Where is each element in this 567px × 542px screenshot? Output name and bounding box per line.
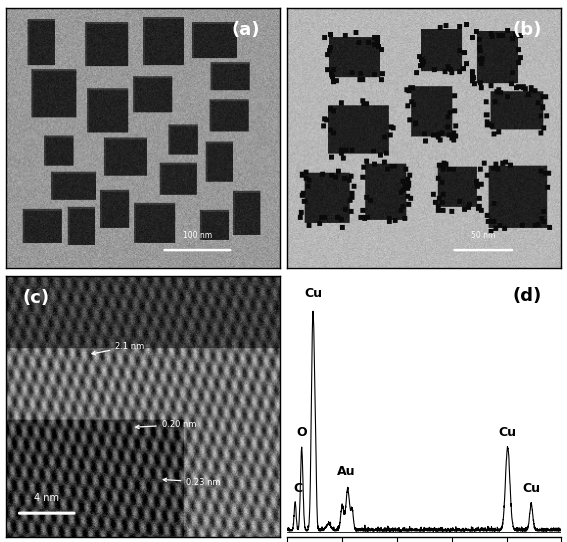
Text: 2.1 nm: 2.1 nm (92, 342, 145, 355)
Text: (b): (b) (513, 21, 542, 39)
Text: Cu: Cu (522, 482, 540, 495)
Text: (a): (a) (232, 21, 260, 39)
Text: 0.20 nm: 0.20 nm (136, 420, 196, 429)
Text: 0.23 nm: 0.23 nm (163, 478, 221, 487)
Text: 100 nm: 100 nm (183, 231, 212, 240)
Text: Au: Au (337, 465, 356, 478)
Text: Cu: Cu (498, 426, 517, 439)
Text: 4 nm: 4 nm (34, 493, 59, 503)
Text: 50 nm: 50 nm (471, 231, 496, 240)
Text: Cu: Cu (304, 287, 322, 300)
Text: O: O (297, 426, 307, 439)
Text: (c): (c) (22, 289, 49, 307)
Text: (d): (d) (513, 287, 542, 305)
Text: C: C (294, 482, 303, 495)
